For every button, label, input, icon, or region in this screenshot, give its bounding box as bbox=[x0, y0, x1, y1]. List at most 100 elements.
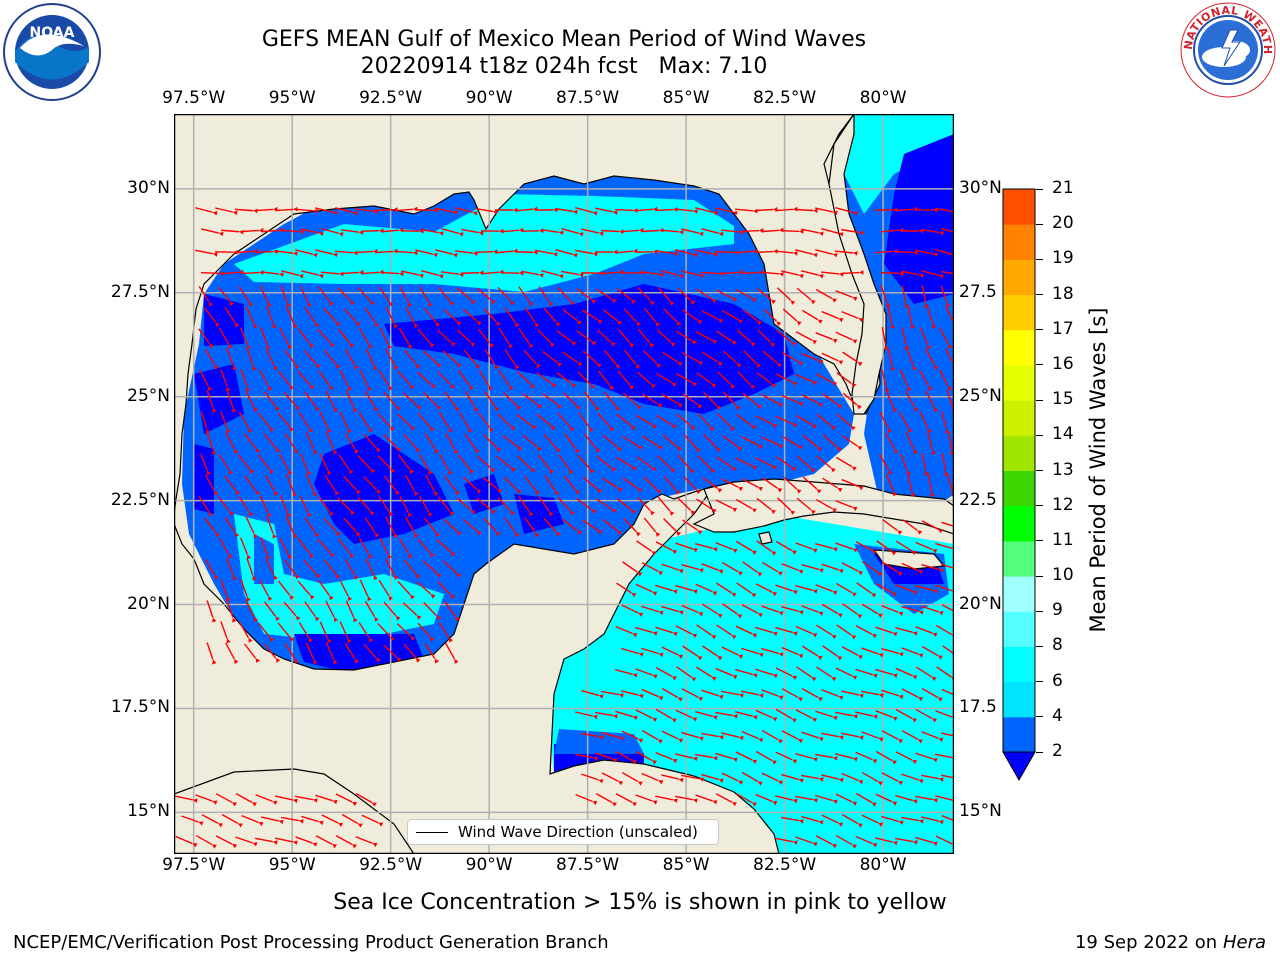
wave-arrow bbox=[655, 372, 677, 387]
colorbar-tick-label: 9 bbox=[1052, 600, 1063, 621]
wave-arrow bbox=[379, 327, 392, 350]
wave-arrow bbox=[643, 517, 661, 537]
lat-tick-label: 25°N bbox=[959, 385, 1002, 406]
wave-arrow bbox=[701, 773, 724, 783]
wave-arrow bbox=[378, 286, 394, 307]
wave-arrow bbox=[437, 496, 455, 516]
wave-arrow bbox=[896, 540, 917, 556]
wave-arrow bbox=[781, 435, 803, 450]
wave-arrow bbox=[735, 540, 757, 555]
wave-arrow bbox=[206, 642, 217, 665]
wave-arrow bbox=[941, 228, 954, 233]
wave-arrow bbox=[621, 730, 644, 743]
wave-arrow bbox=[736, 582, 757, 598]
wave-arrow bbox=[795, 373, 818, 386]
wave-arrow bbox=[722, 434, 743, 451]
wave-arrow bbox=[478, 412, 494, 433]
wave-arrow bbox=[855, 792, 877, 807]
wave-arrow bbox=[895, 837, 918, 845]
wave-arrow bbox=[259, 369, 273, 391]
wave-arrow bbox=[484, 391, 500, 412]
wave-arrow bbox=[861, 647, 884, 658]
wave-arrow bbox=[716, 456, 737, 472]
wave-arrow bbox=[397, 370, 415, 390]
wave-arrow bbox=[895, 667, 918, 680]
wave-arrow bbox=[834, 250, 858, 256]
wave-arrow bbox=[701, 228, 724, 237]
colorbar bbox=[1002, 188, 1036, 782]
wave-arrow bbox=[401, 270, 424, 279]
wave-arrow bbox=[394, 250, 418, 256]
wave-arrow bbox=[335, 793, 358, 807]
wave-arrow bbox=[514, 250, 538, 255]
wave-arrow bbox=[304, 391, 320, 412]
colorbar-tick-label: 18 bbox=[1052, 283, 1074, 304]
wave-arrow bbox=[921, 520, 943, 534]
wave-arrow bbox=[315, 249, 338, 258]
wave-arrow bbox=[775, 837, 798, 845]
wave-arrow bbox=[915, 584, 938, 594]
wave-arrow bbox=[755, 457, 778, 471]
wave-arrow bbox=[801, 605, 824, 616]
colorbar-tick-label: 10 bbox=[1052, 565, 1074, 586]
wave-arrow bbox=[882, 519, 903, 535]
wave-arrow bbox=[776, 287, 796, 305]
wave-arrow bbox=[681, 270, 704, 279]
wave-arrow bbox=[840, 270, 864, 275]
wave-arrow bbox=[557, 286, 575, 306]
wave-arrow bbox=[695, 753, 718, 761]
wave-arrow bbox=[297, 328, 314, 349]
wave-arrow bbox=[742, 561, 763, 577]
wave-arrow bbox=[403, 433, 421, 453]
wave-arrow bbox=[442, 350, 462, 368]
wave-arrow bbox=[246, 558, 257, 581]
wave-arrow bbox=[456, 287, 476, 305]
gulf-map bbox=[174, 114, 954, 854]
wave-arrow bbox=[796, 497, 816, 515]
wave-arrow bbox=[217, 496, 234, 517]
wave-arrow bbox=[761, 647, 784, 657]
footer-date-text: 19 Sep 2022 on bbox=[1074, 932, 1218, 953]
wave-arrow bbox=[736, 329, 756, 347]
wave-arrow bbox=[337, 496, 355, 516]
wave-arrow bbox=[323, 517, 341, 537]
wave-arrow bbox=[875, 582, 897, 597]
wave-arrow bbox=[464, 433, 480, 454]
wave-arrow bbox=[742, 392, 762, 410]
wave-arrow bbox=[855, 835, 878, 848]
wave-arrow bbox=[895, 794, 918, 804]
wave-arrow bbox=[821, 563, 844, 574]
wave-arrow bbox=[855, 541, 877, 555]
wave-arrow bbox=[265, 474, 279, 496]
wave-arrow bbox=[377, 412, 395, 432]
wave-arrow bbox=[597, 370, 615, 391]
wave-arrow bbox=[397, 580, 415, 600]
wave-arrow bbox=[674, 208, 698, 214]
wave-arrow bbox=[581, 732, 604, 740]
wave-arrow bbox=[795, 414, 817, 429]
graticule bbox=[174, 114, 954, 854]
wave-arrow bbox=[941, 688, 954, 696]
wave-arrow bbox=[339, 621, 352, 644]
wave-arrow bbox=[204, 558, 219, 580]
wave-arrow bbox=[697, 412, 715, 432]
wave-arrow bbox=[344, 348, 359, 370]
wave-arrow bbox=[417, 622, 435, 642]
wave-arrow bbox=[383, 475, 400, 496]
wave-arrow bbox=[841, 732, 864, 740]
wave-arrow bbox=[445, 642, 459, 664]
wave-arrow bbox=[623, 307, 641, 327]
wave-arrow bbox=[901, 730, 923, 744]
wave-arrow bbox=[682, 309, 703, 325]
wave-arrow bbox=[756, 540, 777, 556]
wave-arrow bbox=[880, 271, 904, 276]
wave-arrow bbox=[895, 584, 918, 595]
wave-arrow bbox=[357, 286, 375, 306]
wave-arrow bbox=[880, 285, 891, 308]
colorbar-segment bbox=[1003, 329, 1035, 366]
wave-arrow bbox=[717, 371, 736, 390]
wave-arrow bbox=[675, 372, 697, 387]
wave-arrow bbox=[344, 432, 359, 454]
wave-arrow bbox=[244, 475, 260, 496]
wave-arrow bbox=[683, 476, 701, 495]
